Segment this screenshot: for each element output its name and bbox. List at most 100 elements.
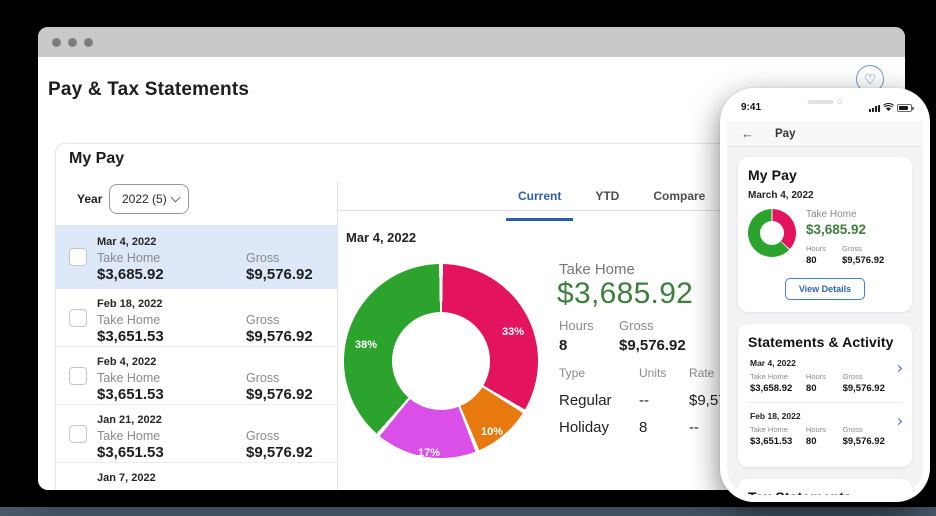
phone-notch: [807, 99, 843, 104]
year-label: Year: [77, 192, 103, 206]
gross-label: Gross: [842, 244, 863, 253]
col-header-rate: Rate: [689, 366, 715, 380]
take-home-label: Take Home: [750, 372, 788, 381]
phone-nav-title: Pay: [775, 128, 796, 140]
take-home-amount: $3,685.92: [806, 222, 867, 237]
speaker-icon: [807, 99, 834, 104]
background-band: [0, 507, 936, 516]
tabs-border: [337, 210, 888, 211]
battery-icon: [897, 104, 914, 112]
tab-ytd[interactable]: YTD: [595, 189, 620, 203]
window-dot-icon: [52, 37, 61, 47]
statement-row[interactable]: Jan 7, 2022: [56, 463, 337, 490]
take-home-label: Take Home: [559, 261, 635, 278]
mobile-donut-chart: [748, 209, 796, 257]
phone-statements-card: Statements & Activity Mar 4, 2022 Take H…: [738, 324, 912, 467]
camera-icon: [837, 99, 843, 104]
take-home-value: $3,651.53: [97, 386, 164, 403]
gross-label: Gross: [842, 425, 863, 434]
statement-row[interactable]: Jan 21, 2022 Take Home $3,651.53 Gross $…: [56, 405, 337, 463]
gross-label: Gross: [246, 371, 280, 385]
gross-value: $9,576.92: [842, 255, 885, 266]
row-date: Feb 18, 2022: [97, 298, 163, 310]
tab-current[interactable]: Current: [506, 187, 574, 221]
phone-my-pay-card: My Pay March 4, 2022 Take Home $3,685.92…: [738, 157, 912, 312]
card-date: March 4, 2022: [748, 190, 814, 201]
phone-statement-row[interactable]: Mar 4, 2022 Take Home $3,658.92 Hours 80: [748, 350, 903, 402]
col-header-type: Type: [559, 366, 586, 380]
slice-label-magenta: 17%: [418, 447, 441, 459]
row-checkbox[interactable]: [69, 248, 87, 266]
hours-value: 80: [805, 383, 817, 394]
take-home-value: $3,651.53: [97, 444, 164, 461]
gross-value: $9,576.92: [842, 383, 885, 394]
row-date: Feb 18, 2022: [750, 411, 801, 421]
donut-hole: [760, 221, 784, 245]
cell-type: Holiday: [559, 419, 610, 436]
gross-value: $9,576.92: [246, 266, 313, 283]
cell-units: --: [639, 392, 649, 409]
take-home-value: $3,685.92: [97, 266, 164, 283]
row-checkbox[interactable]: [69, 366, 87, 385]
slice-label-orange: 10%: [481, 426, 504, 438]
hours-value: 8: [559, 337, 568, 354]
gross-value: $9,576.92: [842, 436, 885, 447]
page-title: Pay & Tax Statements: [48, 79, 250, 100]
statement-row[interactable]: Feb 4, 2022 Take Home $3,651.53 Gross $9…: [56, 347, 337, 405]
year-select-value: 2022 (5): [122, 192, 167, 206]
hours-label: Hours: [806, 244, 827, 253]
browser-titlebar: [38, 27, 905, 57]
cell-type: Regular: [559, 392, 612, 409]
wifi-icon: [883, 103, 894, 111]
slice-label-pink: 33%: [502, 326, 525, 338]
tab-compare[interactable]: Compare: [653, 189, 706, 203]
chevron-down-icon: [170, 192, 181, 203]
gross-value: $9,576.92: [246, 386, 313, 403]
heart-icon: ♡: [863, 71, 877, 87]
window-dot-icon: [68, 37, 77, 47]
gross-value: $9,576.92: [246, 444, 313, 461]
phone-tax-card: Tax Statements Come back here to see you…: [738, 479, 912, 495]
cell-units: 8: [639, 419, 648, 436]
card-title: Statements & Activity: [748, 334, 894, 350]
take-home-value: $3,658.92: [750, 383, 793, 394]
year-select[interactable]: 2022 (5): [109, 184, 189, 214]
statement-row[interactable]: Mar 4, 2022 Take Home $3,685.92 Gross $9…: [56, 225, 337, 289]
status-time: 9:41: [741, 102, 762, 113]
back-arrow-icon[interactable]: ←: [741, 126, 754, 141]
hours-gross-row: Hours 8 Gross $9,576.92: [559, 318, 686, 354]
take-home-label: Take Home: [97, 429, 161, 443]
phone-mockup: 9:41 ←: [720, 88, 930, 502]
earnings-table: Type Units Rate Regular -- $9,576.92 Hol…: [559, 366, 779, 446]
phone-nav-bar: ← Pay: [727, 121, 923, 147]
gross-label: Gross: [842, 372, 863, 381]
take-home-amount: $3,685.92: [557, 277, 694, 310]
statement-list: Mar 4, 2022 Take Home $3,685.92 Gross $9…: [56, 225, 337, 490]
row-checkbox[interactable]: [69, 424, 87, 443]
gross-label: Gross: [246, 429, 280, 443]
take-home-value: $3,651.53: [750, 436, 793, 447]
window-dot-icon: [84, 37, 93, 47]
statement-row[interactable]: Feb 18, 2022 Take Home $3,651.53 Gross $…: [56, 289, 337, 347]
card-title: Tax Statements: [748, 489, 902, 495]
card-title: My Pay: [748, 167, 797, 183]
row-date: Jan 21, 2022: [97, 414, 162, 426]
phone-statement-row[interactable]: Feb 18, 2022 Take Home $3,651.53 Hours 8…: [748, 402, 903, 455]
row-date: Mar 4, 2022: [97, 236, 157, 248]
phone-status-bar: 9:41: [727, 95, 923, 121]
row-checkbox[interactable]: [69, 308, 87, 327]
hours-label: Hours: [805, 372, 826, 381]
hours-value: 80: [805, 436, 817, 447]
cell-rate: --: [689, 419, 699, 436]
row-date: Mar 4, 2022: [750, 358, 796, 368]
phone-screen: 9:41 ←: [727, 95, 923, 495]
take-home-label: Take Home: [97, 251, 161, 265]
hours-value: 80: [806, 255, 817, 266]
row-date: Jan 7, 2022: [97, 472, 156, 484]
gross-label: Gross: [246, 251, 280, 265]
view-details-button[interactable]: View Details: [784, 278, 866, 300]
col-header-units: Units: [639, 366, 667, 380]
hours-label: Hours: [559, 318, 594, 333]
take-home-label: Take Home: [806, 209, 857, 220]
